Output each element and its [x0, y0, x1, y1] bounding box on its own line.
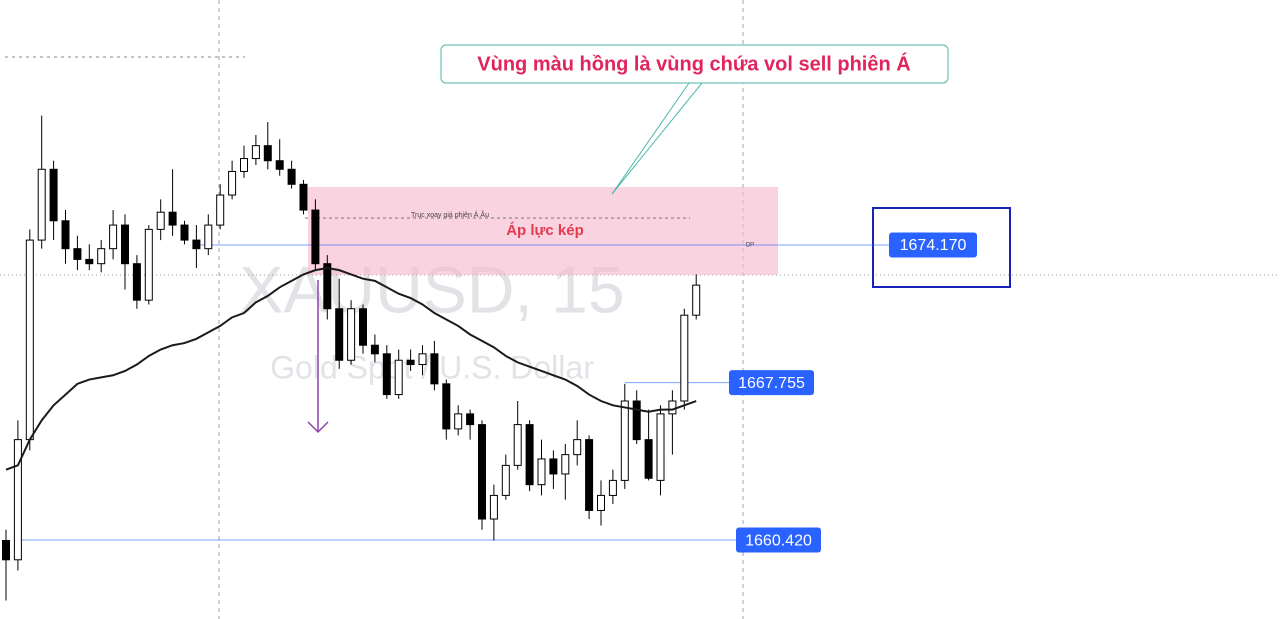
candle-body — [406, 359, 415, 366]
candle-body — [156, 211, 165, 230]
candle-body — [430, 353, 439, 385]
candle-body — [442, 383, 451, 430]
candle-body — [359, 308, 367, 346]
candle-body — [347, 308, 356, 361]
candle-body — [144, 228, 153, 301]
candle-body — [335, 308, 344, 361]
candle-body — [180, 224, 189, 241]
candle-body — [537, 458, 546, 486]
candle-body — [275, 160, 284, 170]
candle-body — [644, 439, 653, 479]
dp-label: DP — [746, 243, 754, 249]
candle-body — [287, 168, 296, 185]
candle-body — [394, 359, 403, 396]
candle-body — [597, 494, 605, 511]
candle-body — [192, 239, 201, 250]
arrow-head — [307, 421, 329, 434]
candle-body — [585, 439, 594, 511]
callout-box — [440, 44, 949, 84]
level-label-box — [736, 527, 821, 553]
candle-body — [73, 248, 82, 260]
sell-zone — [308, 187, 778, 275]
candle-body — [561, 454, 570, 475]
candle-body — [132, 263, 141, 301]
candle-body — [501, 464, 510, 496]
candle-body — [13, 439, 22, 561]
callout-pointer — [611, 82, 703, 195]
level-label: 1674.170 — [900, 237, 967, 254]
candle-body — [216, 194, 225, 226]
candle-body — [168, 211, 177, 226]
highlight-box — [872, 207, 1011, 288]
candle-body — [37, 168, 46, 241]
candle-body — [311, 209, 320, 265]
candle-body — [299, 183, 308, 211]
candle-body — [382, 353, 391, 396]
candle-body — [478, 424, 486, 520]
callout-text: Vùng màu hồng là vùng chứa vol sell phiê… — [477, 52, 910, 75]
candle-body — [454, 413, 463, 430]
candle-body — [525, 424, 534, 486]
candle-body — [121, 224, 129, 265]
zone-label: Áp lực kép — [506, 222, 584, 239]
candle-body — [573, 439, 582, 456]
candle-body — [61, 220, 70, 250]
moving-average — [5, 266, 697, 471]
candle-body — [240, 158, 248, 172]
level-label-box — [729, 370, 814, 396]
candle-body — [323, 263, 332, 310]
candle-body — [228, 170, 237, 196]
candle-body — [632, 400, 641, 441]
candle-body — [263, 145, 272, 162]
candle-body — [489, 494, 498, 520]
candle-body — [418, 353, 427, 366]
candle-body — [692, 284, 701, 316]
candle-body — [680, 314, 689, 402]
candle-body — [85, 258, 94, 265]
candle-body — [608, 479, 617, 496]
candle-body — [620, 400, 629, 481]
callout-pointer — [611, 82, 690, 195]
candle-body — [668, 400, 677, 415]
candle-body — [513, 424, 522, 466]
candle-body — [25, 239, 34, 441]
candle-body — [97, 248, 106, 265]
candle-body — [370, 344, 379, 355]
candle-body — [549, 458, 558, 475]
level-label: 1660.420 — [745, 532, 812, 549]
zone-note: Trục xoay giá phiên Á Âu — [411, 210, 489, 219]
candle-body — [204, 224, 213, 250]
candle-body — [656, 413, 665, 481]
candle-body — [109, 224, 118, 250]
candle-body — [49, 168, 58, 222]
candle-body — [251, 145, 260, 160]
candle-body — [466, 413, 475, 426]
candle-body — [2, 539, 10, 561]
level-label-box — [889, 232, 977, 258]
level-label: 1667.755 — [738, 375, 805, 392]
